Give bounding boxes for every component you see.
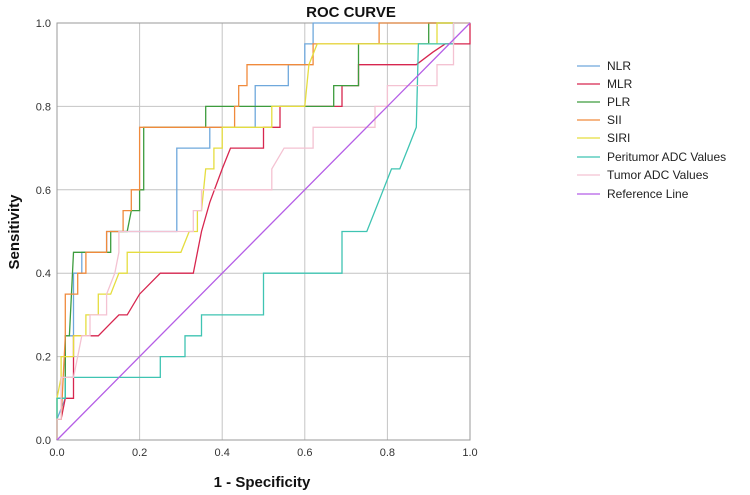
legend-label-mlr: MLR [607,77,633,91]
series-line-nlr [56,22,470,440]
y-tick-labels: 0.0 0.2 0.4 0.6 0.8 1.0 [36,18,51,447]
y-tick-label-1: 0.2 [36,352,51,364]
series-line-sii [56,22,470,440]
series-lines [56,22,471,441]
x-tick-label-1: 0.2 [132,447,147,459]
legend-label-siri: SIRI [607,131,630,145]
y-tick-label-4: 0.8 [36,101,51,113]
chart-title: ROC CURVE [306,4,396,21]
x-tick-label-5: 1.0 [462,447,477,459]
x-tick-label-4: 0.8 [380,447,395,459]
legend-label-peritumor-adc-values: Peritumor ADC Values [607,150,726,164]
legend: NLR MLR PLR SII SIRI Peritumor ADC Value… [577,59,726,201]
x-axis-label: 1 - Specificity [214,474,311,491]
y-tick-label-0: 0.0 [36,435,51,447]
plot-frame [56,22,471,441]
x-tick-label-3: 0.6 [297,447,312,459]
y-tick-label-5: 1.0 [36,18,51,30]
legend-label-tumor-adc-values: Tumor ADC Values [607,168,708,182]
series-line-reference-line [56,22,471,441]
y-tick-label-3: 0.6 [36,185,51,197]
series-line-peritumor-adc-values [56,22,470,440]
y-axis-label: Sensitivity [6,194,23,270]
series-line-tumor-adc-values [56,22,470,440]
legend-label-reference-line: Reference Line [607,187,689,201]
y-tick-label-2: 0.4 [36,268,51,280]
x-tick-label-0: 0.0 [49,447,64,459]
legend-label-plr: PLR [607,95,631,109]
legend-label-sii: SII [607,113,622,127]
legend-label-nlr: NLR [607,59,631,73]
x-tick-labels: 0.0 0.2 0.4 0.6 0.8 1.0 [49,447,477,459]
x-tick-label-2: 0.4 [215,447,230,459]
